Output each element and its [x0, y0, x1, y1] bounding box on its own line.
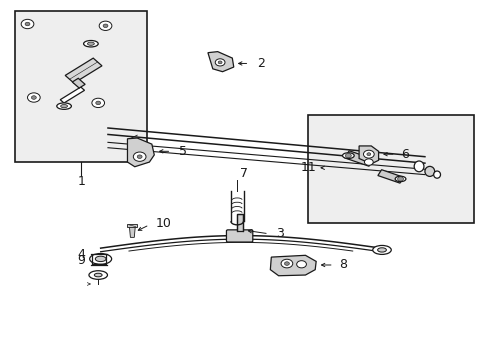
Circle shape: [25, 22, 30, 26]
Circle shape: [363, 150, 373, 158]
Circle shape: [99, 21, 112, 31]
Polygon shape: [60, 87, 84, 103]
Ellipse shape: [377, 248, 386, 252]
Ellipse shape: [95, 256, 106, 262]
Ellipse shape: [394, 176, 405, 181]
Circle shape: [92, 98, 104, 108]
Ellipse shape: [57, 103, 71, 109]
Circle shape: [137, 155, 142, 158]
Circle shape: [345, 153, 350, 158]
FancyBboxPatch shape: [226, 230, 252, 242]
Polygon shape: [270, 255, 316, 276]
Ellipse shape: [87, 42, 94, 45]
Circle shape: [215, 59, 224, 66]
Ellipse shape: [433, 171, 440, 178]
Polygon shape: [72, 78, 85, 88]
Text: 6: 6: [401, 148, 408, 161]
Ellipse shape: [89, 253, 111, 264]
Circle shape: [21, 19, 34, 29]
Text: 3: 3: [276, 227, 284, 240]
Polygon shape: [65, 58, 102, 83]
Text: 5: 5: [178, 145, 186, 158]
Bar: [307, 116, 473, 223]
Circle shape: [364, 159, 372, 165]
Circle shape: [281, 259, 292, 268]
Ellipse shape: [94, 273, 102, 277]
Text: 9: 9: [78, 254, 85, 267]
Circle shape: [397, 177, 403, 181]
Polygon shape: [236, 214, 242, 231]
Ellipse shape: [372, 246, 390, 255]
Polygon shape: [344, 151, 373, 166]
Ellipse shape: [413, 161, 423, 172]
Text: 4: 4: [78, 248, 85, 261]
Circle shape: [296, 261, 306, 268]
Circle shape: [31, 96, 36, 99]
Polygon shape: [127, 224, 137, 227]
Circle shape: [284, 262, 289, 265]
Text: 11: 11: [300, 161, 316, 174]
Circle shape: [27, 93, 40, 102]
Text: 7: 7: [239, 167, 247, 180]
Ellipse shape: [61, 104, 67, 108]
Ellipse shape: [83, 41, 98, 47]
Polygon shape: [358, 146, 378, 164]
Circle shape: [218, 61, 222, 64]
Polygon shape: [129, 226, 135, 237]
Circle shape: [96, 101, 101, 105]
Text: 2: 2: [256, 57, 264, 70]
Text: 8: 8: [339, 258, 347, 271]
Circle shape: [103, 24, 108, 28]
Text: 1: 1: [77, 175, 85, 188]
Bar: [15, 12, 147, 162]
Polygon shape: [207, 51, 233, 72]
Polygon shape: [127, 138, 154, 167]
Polygon shape: [377, 170, 403, 183]
Text: 10: 10: [156, 216, 171, 230]
Ellipse shape: [342, 153, 353, 158]
Circle shape: [133, 152, 146, 161]
Ellipse shape: [89, 271, 107, 279]
Circle shape: [366, 153, 370, 156]
Ellipse shape: [424, 166, 434, 176]
